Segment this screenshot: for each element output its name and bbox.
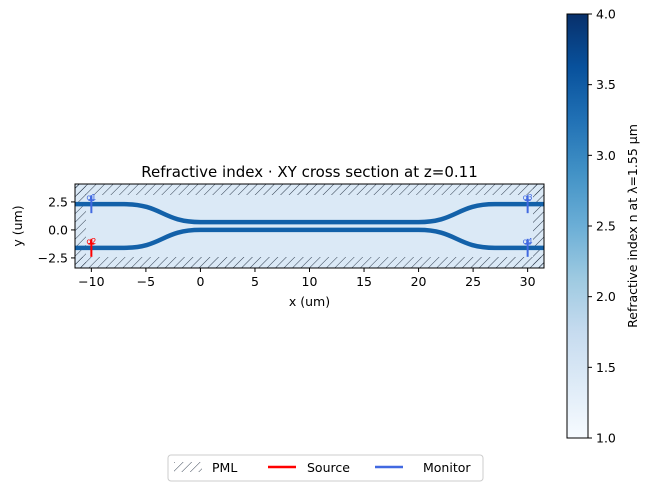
y-tick-label: −2.5: [38, 250, 68, 265]
waveguide-layer: [75, 201, 544, 251]
pml-right: [533, 184, 544, 268]
legend-source-label: Source: [307, 460, 350, 475]
plot-background: [75, 184, 544, 268]
colorbar-label: Refractive index n at λ=1.55 μm: [625, 124, 640, 328]
colorbar: [566, 13, 589, 439]
colorbar-tick-label: 3.0: [596, 148, 616, 163]
x-tick-label: −5: [137, 274, 155, 289]
pml-left: [75, 184, 86, 268]
x-tick-label: 0: [196, 274, 204, 289]
x-axis-label: x (um): [289, 294, 330, 309]
legend-box: [167, 454, 484, 482]
legend: PML Source Monitor: [167, 454, 484, 482]
port-o2-label: o2: [86, 237, 96, 246]
port-o4-label: o4: [523, 237, 533, 246]
port-o1-label: o1: [86, 193, 96, 202]
colorbar-tick-label: 4.0: [596, 7, 616, 22]
colorbar-tick-label: 2.0: [596, 289, 616, 304]
y-axis-label: y (um): [10, 205, 25, 246]
x-tick-label: 25: [465, 274, 481, 289]
x-tick-label: 5: [251, 274, 259, 289]
y-axis-ticks: 2.5 0.0 −2.5: [38, 194, 75, 265]
legend-pml-label: PML: [212, 460, 237, 475]
x-tick-label: −10: [78, 274, 104, 289]
colorbar-ticks: 1.0 1.5 2.0 2.5 3.0 3.5 4.0: [588, 7, 616, 446]
pml-bottom: [75, 257, 544, 268]
pml-regions: [75, 184, 544, 268]
colorbar-tick-label: 2.5: [596, 219, 616, 234]
x-axis-ticks: −10 −5 0 5 10 15 20 25 30: [78, 268, 536, 289]
port-layer: o1 o2 o3 o4: [86, 193, 533, 257]
legend-pml-swatch: [174, 462, 202, 472]
colorbar-tick-label: 3.5: [596, 77, 616, 92]
x-tick-label: 10: [302, 274, 318, 289]
port-o3-label: o3: [523, 193, 533, 202]
colorbar-tick-label: 1.0: [596, 431, 616, 446]
pml-top: [75, 184, 544, 195]
x-tick-label: 15: [356, 274, 372, 289]
waveguide-top: [75, 201, 544, 225]
y-tick-label: 0.0: [48, 222, 68, 237]
colorbar-tick-label: 1.5: [596, 360, 616, 375]
x-tick-label: 20: [411, 274, 427, 289]
legend-monitor-label: Monitor: [423, 460, 471, 475]
y-tick-label: 2.5: [48, 194, 68, 209]
x-tick-label: 30: [520, 274, 536, 289]
chart-title: Refractive index · XY cross section at z…: [141, 163, 477, 181]
waveguide-bottom: [75, 227, 544, 251]
